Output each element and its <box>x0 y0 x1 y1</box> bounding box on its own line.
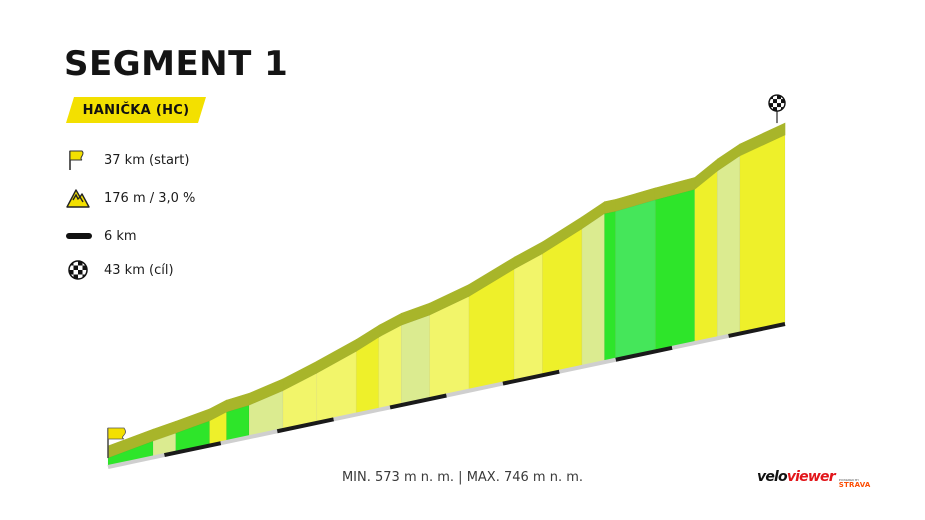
baseline-stripe-light-0 <box>107 453 165 469</box>
profile-segment-20 <box>716 155 741 338</box>
profile-segment-21 <box>739 134 786 333</box>
profile-segment-18 <box>654 189 696 351</box>
start-flag-icon <box>107 427 126 440</box>
logo-powered-by: POWERED BY <box>838 478 860 482</box>
legend-start-text: 37 km (start) <box>104 152 190 168</box>
baseline-stripe-dark-4 <box>615 345 673 362</box>
distance-bar-icon <box>66 224 92 248</box>
baseline-stripe-light-1 <box>220 429 278 446</box>
legend-climb: 176 m / 3,0 % <box>66 186 195 210</box>
legend-finish: 43 km (cíl) <box>66 258 174 282</box>
profile-markers <box>107 94 786 458</box>
baseline-stripe-light-2 <box>333 405 391 422</box>
profile-segment-15 <box>581 213 605 367</box>
checkered-flag-icon <box>66 258 90 282</box>
mountain-icon <box>66 186 90 210</box>
legend-length-text: 6 km <box>104 228 137 244</box>
elevation-range: MIN. 573 m n. m. | MAX. 746 m n. m. <box>341 470 584 485</box>
legend-start: 37 km (start) <box>66 148 189 172</box>
profile-segments <box>107 122 786 467</box>
profile-segment-19 <box>694 170 718 343</box>
profile-segment-14 <box>542 228 583 375</box>
legend-climb-text: 176 m / 3,0 % <box>104 190 196 206</box>
baseline-stripe-light-5 <box>671 333 729 350</box>
baseline-stripe-dark-3 <box>502 369 560 386</box>
veloviewer-logo: veloviewer POWERED BY STRAVA <box>757 469 871 489</box>
baseline-stripe-dark-5 <box>728 322 786 338</box>
climb-name-badge: HANIČKA (HC) <box>66 97 206 123</box>
profile-segment-13 <box>513 253 543 381</box>
baseline-stripe-light-3 <box>446 381 504 398</box>
baseline-stripe-light-4 <box>558 357 617 374</box>
legend-length: 6 km <box>66 224 137 248</box>
strava-mark: POWERED BY STRAVA <box>839 479 871 489</box>
baseline-stripe-dark-0 <box>164 441 222 458</box>
profile-segment-9 <box>378 324 402 410</box>
finish-checkered-icon <box>768 94 786 112</box>
baseline-stripe-dark-2 <box>389 393 447 410</box>
climb-name: HANIČKA (HC) <box>82 102 190 118</box>
profile-segment-16 <box>604 211 617 362</box>
profile-baseline <box>107 322 786 469</box>
legend-finish-text: 43 km (cíl) <box>104 262 174 278</box>
profile-segment-17 <box>615 199 656 360</box>
logo-viewer: viewer <box>786 469 836 485</box>
veloviewer-wordmark: veloviewer <box>757 469 836 485</box>
logo-strava: STRAVA <box>838 481 871 489</box>
baseline-stripe-dark-1 <box>276 417 335 434</box>
profile-segment-10 <box>401 314 430 405</box>
flag-icon <box>66 148 90 172</box>
logo-velo: velo <box>757 469 788 485</box>
page-title: SEGMENT 1 <box>64 44 289 84</box>
